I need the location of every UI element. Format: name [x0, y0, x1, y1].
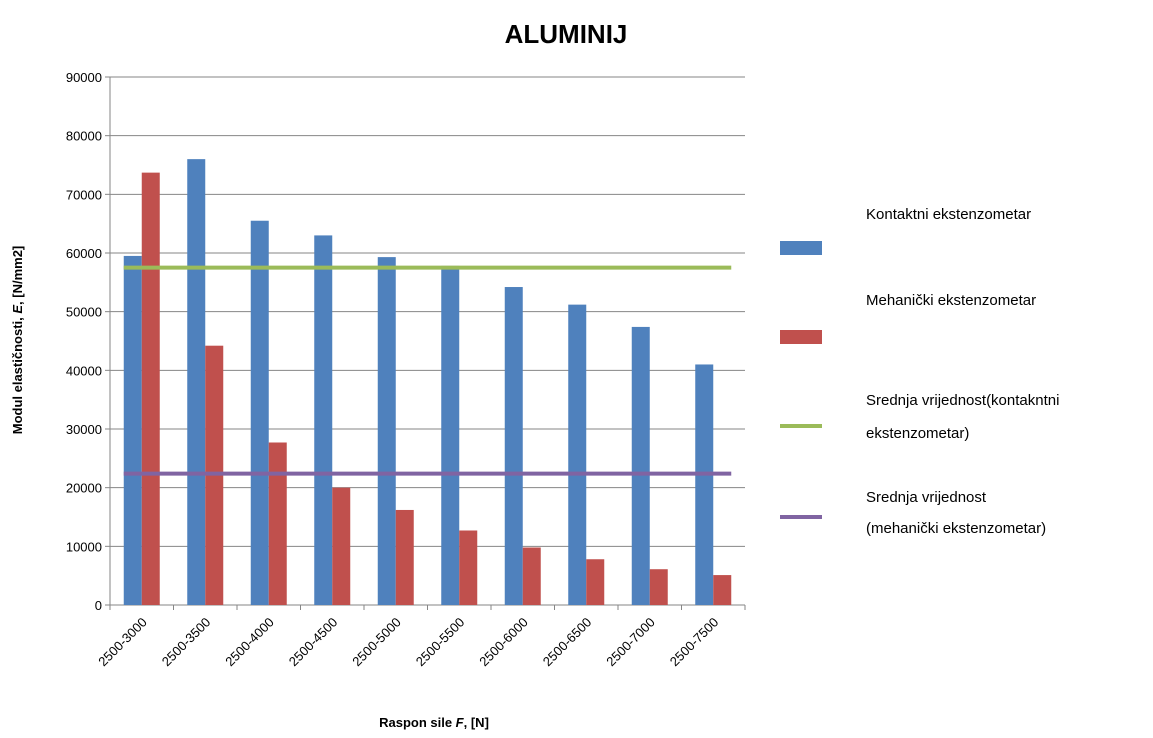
bar-kontaktni: [123, 255, 142, 605]
bar-mehanicki: [459, 530, 478, 605]
bar-kontaktni: [568, 304, 587, 605]
bar-kontaktni: [250, 220, 269, 605]
x-tick-label: 2500-4500: [286, 615, 341, 670]
bar-kontaktni: [187, 159, 206, 605]
bar-mehanicki: [141, 172, 160, 606]
legend-item-srednja-kontaktni: Srednja vrijednost(kontakntni ekstenzomet…: [780, 392, 1059, 442]
y-tick-label: 80000: [66, 129, 102, 144]
bar-kontaktni: [504, 287, 523, 605]
bar-kontaktni: [377, 257, 396, 605]
legend-swatch: [780, 330, 822, 344]
x-tick-labels: 2500-3000 2500-3500 2500-4000 2500-4500 2500…: [95, 615, 721, 670]
bar-kontaktni: [631, 326, 650, 605]
x-tick-label: 2500-3500: [159, 615, 214, 670]
y-tick-label: 40000: [66, 363, 102, 378]
chart-title: ALUMINIJ: [505, 19, 628, 49]
y-tick-label: 70000: [66, 187, 102, 202]
bar-kontaktni: [441, 265, 460, 605]
x-tick-label: 2500-6500: [540, 615, 595, 670]
x-tick-label: 2500-5500: [413, 615, 468, 670]
x-tick-label: 2500-3000: [95, 615, 150, 670]
x-tick-label: 2500-4000: [222, 615, 277, 670]
y-tick-label: 60000: [66, 246, 102, 261]
bar-mehanicki: [268, 442, 287, 605]
legend-label: Kontaktni ekstenzometar: [866, 206, 1031, 223]
y-tick-labels: 0 10000 20000 30000 40000 50000 60000 70000 8000…: [66, 70, 102, 613]
y-axis-title: Modul elastičnosti, E, [N/mm2]: [10, 246, 25, 435]
legend-item-srednja-mehanicki: Srednja vrijednost (mehanički ekstenzomet…: [780, 489, 1046, 537]
legend-label: Srednja vrijednost(kontakntni: [866, 392, 1059, 409]
x-tick-label: 2500-5000: [349, 615, 404, 670]
y-tick-label: 90000: [66, 70, 102, 85]
bar-mehanicki: [522, 547, 541, 605]
bar-kontaktni: [695, 364, 714, 605]
bar-mehanicki: [713, 575, 732, 605]
bar-mehanicki: [395, 509, 414, 605]
x-tick-label: 2500-7500: [667, 615, 722, 670]
legend-label: Mehanički ekstenzometar: [866, 292, 1036, 309]
bars: [123, 159, 732, 606]
legend-label: ekstenzometar): [866, 425, 969, 442]
legend-swatch: [780, 241, 822, 255]
y-tick-label: 50000: [66, 305, 102, 320]
legend-item-kontaktni: Kontaktni ekstenzometar: [780, 206, 1031, 255]
legend-label: (mehanički ekstenzometar): [866, 520, 1046, 537]
y-tick-label: 20000: [66, 481, 102, 496]
x-tick-label: 2500-6000: [476, 615, 531, 670]
legend-label: Srednja vrijednost: [866, 489, 987, 506]
y-tick-label: 0: [95, 598, 102, 613]
y-tick-label: 30000: [66, 422, 102, 437]
x-axis-title: Raspon sile F, [N]: [379, 715, 489, 730]
bar-mehanicki: [586, 559, 605, 605]
y-tick-label: 10000: [66, 539, 102, 554]
bar-kontaktni: [314, 235, 333, 605]
bar-mehanicki: [649, 569, 668, 605]
legend: Kontaktni ekstenzometar Mehanički ekstenz…: [780, 206, 1059, 537]
legend-item-mehanicki: Mehanički ekstenzometar: [780, 292, 1036, 344]
x-tick-label: 2500-7000: [603, 615, 658, 670]
bar-mehanicki: [332, 487, 351, 605]
average-lines: [123, 265, 732, 476]
